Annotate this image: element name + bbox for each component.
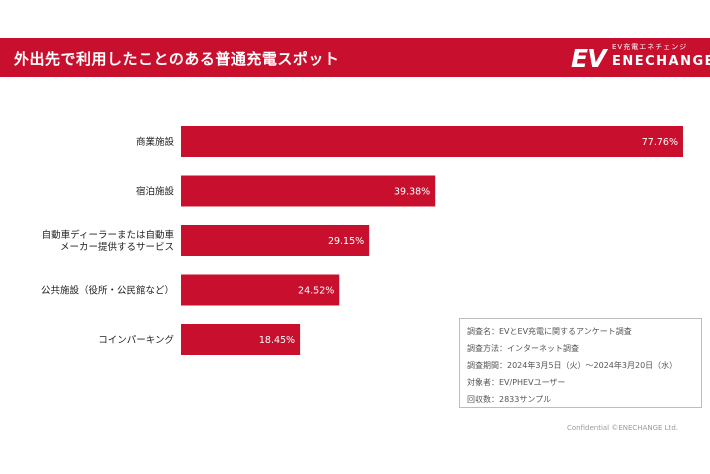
survey-period: 調査期間：2024年3月5日（火）〜2024年3月20日（水） — [467, 361, 678, 370]
category-label: 公共施設（役所・公民館など） — [41, 285, 174, 297]
bar-value-label: 39.38% — [394, 187, 430, 198]
survey-sample-count: 回収数：2833サンプル — [467, 395, 552, 404]
survey-method: 調査方法：インターネット調査 — [467, 344, 579, 353]
survey-info-box: 調査名：EVとEV充電に関するアンケート調査 調査方法：インターネット調査 調査… — [459, 318, 702, 408]
survey-name: 調査名：EVとEV充電に関するアンケート調査 — [467, 327, 632, 336]
bar-value-label: 77.76% — [642, 137, 678, 148]
category-label: コインパーキング — [98, 334, 174, 346]
bar-value-label: 24.52% — [298, 286, 334, 297]
page-title: 外出先で利用したことのある普通充電スポット — [14, 50, 340, 68]
header-bar: 外出先で利用したことのある普通充電スポット EV EV充電エネチェンジ ENEC… — [0, 38, 710, 77]
category-label: 商業施設 — [136, 136, 175, 148]
confidential-notice: Confidential ©ENECHANGE Ltd. — [567, 424, 678, 432]
bar — [181, 126, 683, 157]
survey-target: 対象者：EV/PHEVユーザー — [467, 378, 566, 387]
bar-value-label: 18.45% — [259, 335, 295, 346]
brand-logo-mark: EV — [571, 44, 606, 73]
category-label: 自動車ディーラーまたは自動車 — [42, 229, 175, 241]
brand-logo-subtitle: EV充電エネチェンジ — [612, 43, 688, 51]
bar — [181, 175, 436, 207]
bar — [181, 225, 370, 256]
brand-logo-name: ENECHANGE — [612, 54, 710, 69]
category-label: メーカー提供するサービス — [60, 241, 174, 253]
bar-value-label: 29.15% — [328, 236, 364, 247]
category-label: 宿泊施設 — [136, 186, 175, 198]
bar — [181, 274, 340, 306]
bar — [181, 324, 301, 355]
